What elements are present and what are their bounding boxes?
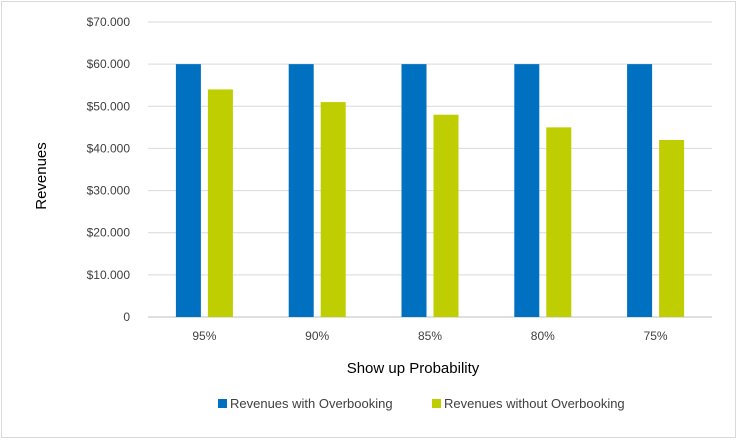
y-tick-label: 0 [123,310,130,324]
x-tick-label: 85% [418,329,442,343]
bar-without-overbooking [546,127,572,317]
y-tick-label: $20.000 [87,226,131,240]
bar-without-overbooking [207,89,233,317]
y-tick-label: $70.000 [87,15,131,29]
x-axis-title: Show up Probability [347,360,480,377]
x-tick-label: 75% [644,329,668,343]
legend-swatch [432,399,441,408]
bar-with-overbooking [175,64,201,318]
y-tick-label: $30.000 [87,184,131,198]
bar-with-overbooking [401,64,427,318]
bar-with-overbooking [288,64,314,318]
legend: Revenues with Overbooking Revenues withou… [218,396,625,411]
bar-without-overbooking [659,140,685,317]
x-tick-label: 90% [305,329,329,343]
legend-label: Revenues with Overbooking [230,396,393,411]
y-axis-title: Revenues [33,142,50,210]
legend-swatch [218,399,227,408]
bar-without-overbooking [320,102,346,317]
bar-without-overbooking [433,114,459,317]
x-tick-label: 95% [192,329,216,343]
y-tick-label: $50.000 [87,99,131,113]
bar-with-overbooking [514,64,540,318]
x-tick-label: 80% [531,329,555,343]
y-tick-label: $60.000 [87,57,131,71]
y-tick-label: $40.000 [87,141,131,155]
bar-with-overbooking [627,64,653,318]
legend-label: Revenues without Overbooking [444,396,625,411]
y-tick-label: $10.000 [87,268,131,282]
